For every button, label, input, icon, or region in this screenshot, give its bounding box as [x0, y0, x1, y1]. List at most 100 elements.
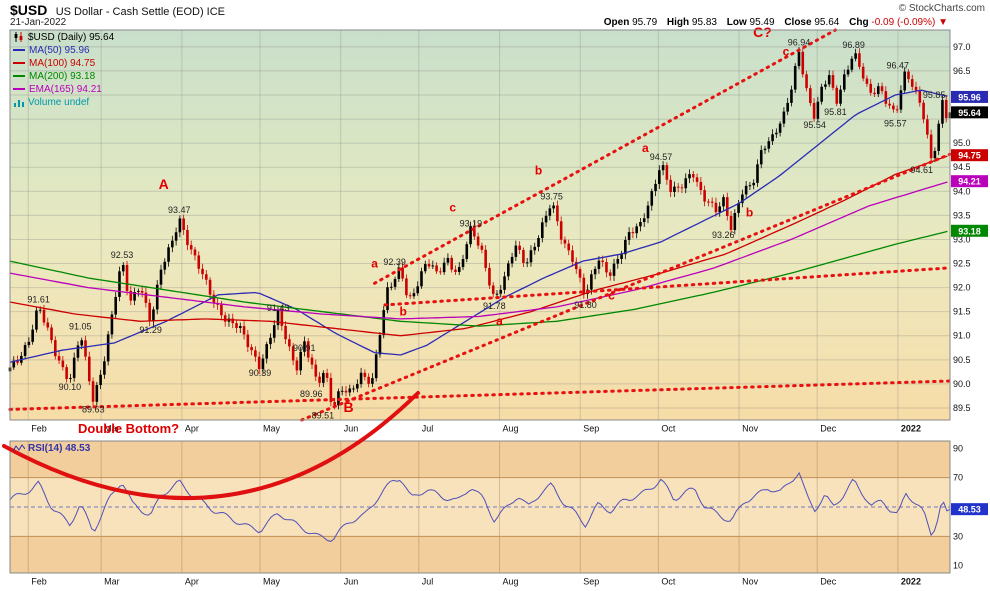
candle-body [257, 356, 261, 370]
candle-body [469, 226, 472, 245]
candle-body [38, 309, 42, 311]
candle-body [910, 79, 914, 87]
candle-body [133, 291, 136, 301]
candle-body [91, 381, 95, 402]
month-label: 2022 [901, 577, 921, 587]
elliott-wave-label: a [496, 314, 503, 328]
candle-body [171, 240, 174, 248]
candle-body [537, 238, 540, 247]
candle-body [12, 360, 16, 368]
candle-body [846, 69, 850, 75]
price-badge [951, 175, 988, 188]
candle-body [461, 259, 465, 268]
candle-body [522, 249, 525, 263]
candle-body [718, 206, 722, 213]
month-label: 2022 [901, 424, 921, 434]
price-axis-tick: 93.0 [953, 234, 971, 244]
candle-body [918, 90, 922, 103]
candle-body [880, 86, 884, 92]
price-swing-label: 91.80 [574, 300, 597, 310]
candle-body [356, 384, 359, 389]
candle-body [684, 178, 688, 189]
candle-body [31, 329, 34, 342]
candle-body [676, 186, 680, 188]
candle-body [646, 205, 650, 219]
month-label: Jul [422, 577, 434, 587]
price-swing-label: 91.43 [267, 303, 290, 313]
price-swing-label: 93.19 [460, 218, 483, 228]
month-label: Apr [185, 577, 199, 587]
candle-body [850, 58, 854, 70]
candle-body [801, 51, 805, 75]
candle-body [189, 245, 193, 250]
candle-body [590, 274, 593, 290]
candle-body [27, 341, 31, 346]
candle-body [242, 326, 246, 335]
candle-body [329, 377, 333, 403]
candle-body [593, 268, 597, 275]
candle-body [159, 269, 163, 285]
trendline [383, 266, 952, 307]
candle-body [371, 378, 374, 384]
price-swing-label: 95.85 [923, 90, 946, 100]
candle-body [333, 402, 336, 406]
candle-body [344, 390, 348, 393]
candle-body [737, 203, 740, 213]
price-swing-label: 93.26 [712, 230, 735, 240]
candle-body [499, 289, 503, 294]
candle-body [420, 271, 423, 287]
candle-body [16, 360, 19, 363]
price-swing-label: 93.75 [540, 191, 563, 201]
candle-body [491, 285, 495, 294]
candle-body [197, 255, 201, 269]
candle-body [869, 83, 873, 93]
candle-body [174, 232, 178, 241]
candle-body [291, 346, 295, 361]
candle-body [616, 258, 620, 264]
candle-body [163, 261, 167, 270]
candle-body [57, 356, 61, 361]
candle-body [310, 357, 314, 365]
price-swing-label: 90.91 [293, 343, 316, 353]
month-label: Dec [820, 577, 837, 587]
price-swing-label: 91.61 [27, 294, 50, 304]
candle-body [703, 190, 706, 202]
candle-body [272, 325, 276, 338]
candle-body [125, 265, 129, 291]
price-swing-label: 93.47 [168, 205, 191, 215]
candle-body [691, 174, 695, 178]
elliott-wave-label: b [535, 163, 542, 177]
candle-body [544, 215, 548, 223]
month-label: May [263, 424, 281, 434]
candle-body [314, 364, 318, 377]
candle-body [476, 236, 480, 246]
candle-body [714, 202, 718, 213]
candle-body [284, 325, 287, 340]
elliott-wave-label: C? [753, 24, 772, 40]
elliott-wave-label: b [400, 305, 407, 319]
candle-body [820, 86, 823, 102]
candle-body [137, 290, 140, 292]
candle-body [540, 222, 544, 239]
candle-body [352, 388, 355, 390]
candle-body [733, 212, 737, 230]
candle-body [631, 232, 635, 234]
price-swing-label: 94.61 [911, 165, 934, 175]
month-label: Jun [344, 424, 359, 434]
candle-body [933, 150, 937, 159]
candle-body [129, 290, 133, 301]
price-swing-label: 96.94 [788, 38, 811, 48]
candle-body [442, 262, 446, 273]
rsi-axis-tick: 30 [953, 531, 963, 541]
candle-body [87, 356, 91, 382]
rsi-axis-tick: 70 [953, 473, 963, 483]
rsi-axis-tick: 10 [953, 561, 963, 571]
candle-body [842, 74, 846, 90]
candle-body [238, 326, 242, 328]
candle-body [642, 218, 646, 222]
candle-body [650, 191, 654, 206]
candle-body [533, 246, 537, 251]
candle-body [106, 334, 110, 362]
rsi-badge-text: 48.53 [958, 505, 981, 515]
